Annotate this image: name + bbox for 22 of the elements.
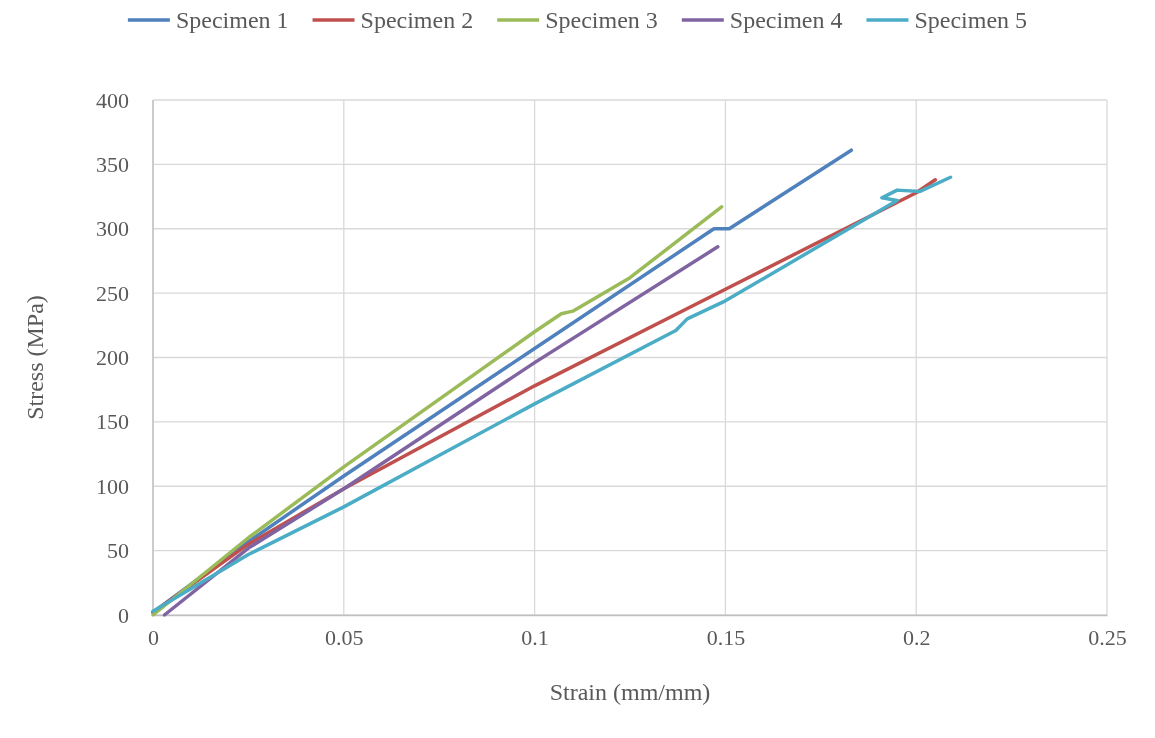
y-tick-label: 300 (96, 216, 129, 242)
x-axis-title: Strain (mm/mm) (549, 679, 711, 705)
x-tick-label: 0.1 (521, 624, 549, 650)
y-tick-label: 400 (96, 87, 129, 113)
y-tick-label: 150 (96, 409, 129, 435)
x-tick-label: 0.25 (1088, 624, 1127, 650)
legend-label: Specimen 5 (914, 7, 1028, 33)
y-tick-label: 100 (96, 473, 129, 499)
legend-label: Specimen 4 (729, 7, 843, 33)
y-tick-label: 50 (107, 538, 129, 564)
y-axis-title: Stress (MPa) (22, 295, 48, 420)
legend-label: Specimen 1 (175, 7, 289, 33)
x-tick-label: 0.2 (902, 624, 931, 650)
legend-label: Specimen 3 (545, 7, 658, 33)
y-tick-label: 350 (96, 151, 129, 177)
y-tick-label: 0 (118, 602, 129, 628)
legend-label: Specimen 2 (360, 7, 474, 33)
x-tick-label: 0.05 (325, 624, 364, 650)
x-tick-label: 0.15 (706, 624, 746, 650)
y-tick-label: 200 (96, 345, 129, 371)
x-tick-label: 0 (148, 624, 159, 650)
y-tick-label: 250 (96, 280, 129, 306)
